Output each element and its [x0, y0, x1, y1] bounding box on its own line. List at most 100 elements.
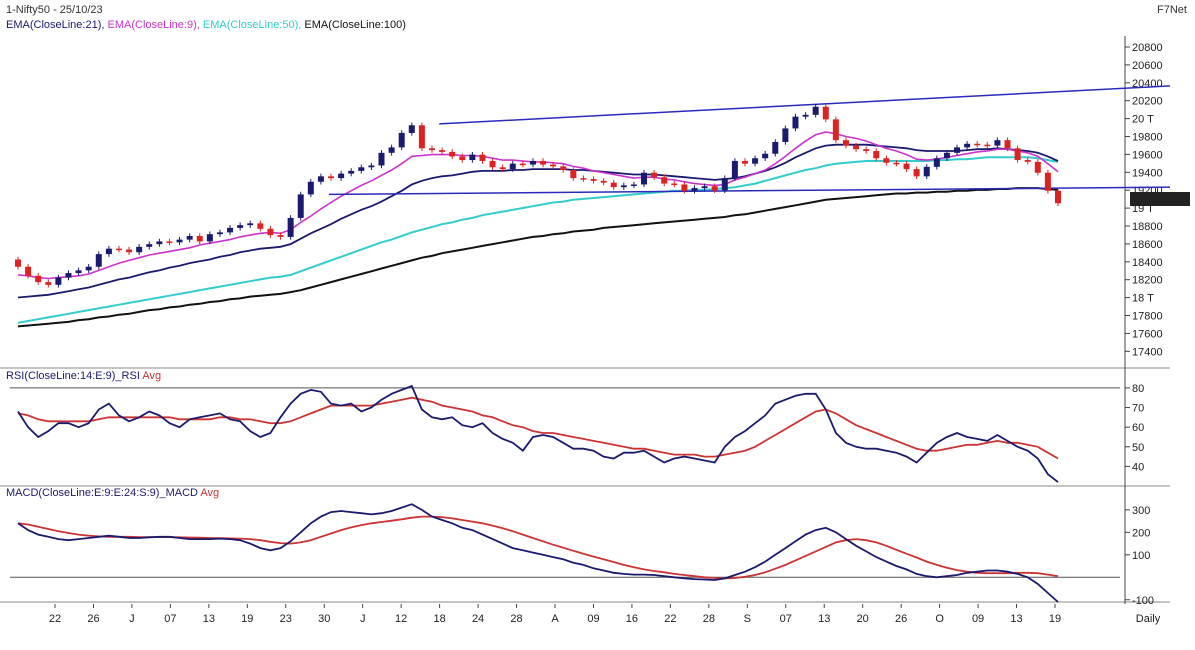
- candle-body: [923, 166, 930, 177]
- x-tick-label: 13: [203, 613, 215, 625]
- candle-body: [812, 106, 819, 115]
- y-tick-label: 17400: [1132, 346, 1163, 358]
- candle-body: [802, 114, 809, 117]
- candle-body: [307, 181, 314, 195]
- x-tick-label: 13: [1010, 613, 1022, 625]
- candle-body: [1004, 140, 1011, 149]
- rsi-line: [17, 384, 1059, 483]
- candle-body: [842, 140, 849, 146]
- candle-body: [974, 143, 981, 146]
- candle-body: [580, 178, 587, 180]
- macd-tick-label: 200: [1132, 527, 1150, 539]
- candle-body: [126, 249, 133, 253]
- candle-body: [600, 180, 607, 183]
- candle-body: [570, 170, 577, 179]
- x-tick-label: J: [129, 613, 135, 625]
- y-tick-label: 19400: [1132, 167, 1163, 179]
- candle-body: [913, 169, 920, 177]
- candle-body: [176, 239, 183, 243]
- rsi-tick-label: 80: [1132, 383, 1144, 395]
- candle-body: [499, 167, 506, 170]
- candle-body: [408, 125, 415, 133]
- candle-body: [954, 147, 961, 153]
- candle-body: [731, 160, 738, 179]
- candle-body: [216, 232, 223, 235]
- candle-body: [984, 144, 991, 147]
- macd-avg-label: Avg: [200, 487, 220, 499]
- y-tick-label: 17800: [1132, 311, 1163, 323]
- candle-body: [439, 150, 446, 152]
- candle-body: [560, 166, 567, 170]
- candle-body: [701, 186, 708, 189]
- ema21-line: [17, 143, 1059, 299]
- candle-body: [75, 270, 82, 274]
- candle-body: [328, 176, 335, 179]
- candle-body: [418, 125, 425, 149]
- candle-body: [1034, 161, 1041, 173]
- last-price-box: [1130, 192, 1190, 206]
- macd-tick-label: -100: [1132, 595, 1154, 607]
- candle-body: [428, 148, 435, 151]
- candle-body: [368, 165, 375, 168]
- candle-body: [772, 141, 779, 154]
- candle-body: [358, 167, 365, 171]
- indicator-legend: EMA(CloseLine:21), EMA(CloseLine:9), EMA…: [6, 19, 406, 31]
- candle-body: [348, 170, 355, 174]
- candle-body: [55, 277, 62, 285]
- macd-tick-label: 100: [1132, 550, 1150, 562]
- candle-body: [1055, 190, 1061, 204]
- candle-body: [903, 163, 910, 170]
- candle-body: [45, 282, 52, 285]
- x-tick-label: 09: [972, 613, 984, 625]
- candle-body: [661, 177, 668, 184]
- x-tick-label: 09: [587, 613, 599, 625]
- rsi-tick-label: 50: [1132, 442, 1144, 454]
- candle-body: [1014, 148, 1021, 161]
- candle-body: [590, 179, 597, 181]
- candle-body: [449, 151, 456, 157]
- candle-body: [519, 163, 526, 166]
- macd-label: MACD(CloseLine:E:9:E:24:S:9)_MACD: [6, 487, 198, 499]
- candle-body: [1024, 160, 1031, 162]
- candle-body: [95, 254, 102, 267]
- x-unit-label: Daily: [1136, 613, 1161, 625]
- trendline: [328, 186, 1171, 196]
- candle-body: [227, 227, 234, 233]
- candle-body: [832, 119, 839, 141]
- candle-body: [196, 236, 203, 242]
- candle-body: [883, 158, 890, 163]
- rsi-tick-label: 60: [1132, 422, 1144, 434]
- candle-body: [287, 217, 294, 237]
- candle-body: [529, 160, 536, 165]
- candle-body: [620, 185, 627, 188]
- candle-body: [317, 176, 324, 182]
- candle-body: [762, 153, 769, 159]
- x-tick-label: 26: [87, 613, 99, 625]
- ema50-line: [17, 156, 1059, 324]
- candle-body: [964, 143, 971, 148]
- y-tick-label: 19800: [1132, 132, 1163, 144]
- y-tick-label: 18 T: [1132, 293, 1154, 305]
- candle-body: [206, 234, 213, 242]
- legend-ema50: EMA(CloseLine:50),: [202, 19, 302, 31]
- x-tick-label: 12: [395, 613, 407, 625]
- candle-body: [267, 228, 274, 236]
- candle-body: [540, 160, 547, 165]
- candle-body: [873, 151, 880, 159]
- candle-body: [943, 152, 950, 159]
- candle-body: [782, 128, 789, 142]
- macd-avg-line: [17, 515, 1059, 580]
- candle-body: [237, 225, 244, 228]
- candle-body: [277, 235, 284, 237]
- candle-body: [641, 172, 648, 185]
- y-tick-label: 19 T: [1132, 203, 1154, 215]
- rsi-panel-title: RSI(CloseLine:14:E:9)_RSI Avg: [6, 370, 161, 382]
- x-tick-label: 19: [241, 613, 253, 625]
- x-tick-label: 22: [664, 613, 676, 625]
- candle-body: [711, 186, 718, 191]
- candle-body: [822, 106, 829, 120]
- x-tick-label: 28: [510, 613, 522, 625]
- y-tick-label: 20200: [1132, 96, 1163, 108]
- candle-body: [388, 147, 395, 153]
